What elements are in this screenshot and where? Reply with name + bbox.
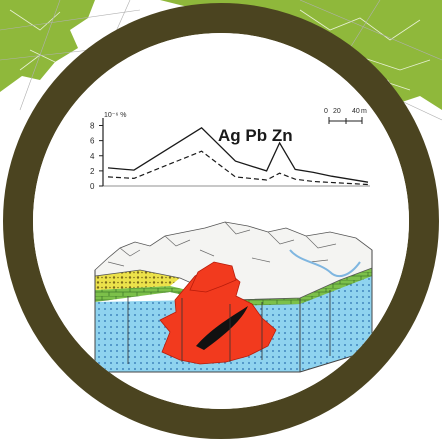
geological-block-diagram: [94, 221, 373, 373]
scale-bar: 0 20 40 m: [324, 108, 367, 124]
river: [289, 249, 361, 278]
drill-holes: [127, 290, 331, 364]
y-ticks: 0 2 4 6 8: [90, 122, 103, 191]
scale-label-40: 40: [352, 108, 360, 115]
scale-unit: m: [361, 108, 367, 115]
elements-label: Ag Pb Zn: [218, 126, 293, 145]
y-tick-label: 8: [90, 122, 95, 131]
y-tick-label: 6: [90, 137, 95, 146]
y-tick-label: 4: [90, 152, 95, 161]
block-outline: [94, 250, 373, 373]
sandstone-layer-pattern: [95, 270, 180, 290]
y-axis-unit: 10⁻⁶ %: [104, 112, 127, 119]
geochemical-profile-chart: 0 2 4 6 8 10⁻⁶ % Ag Pb Zn 0 20 40 m: [90, 108, 370, 191]
ore-body-top: [189, 261, 237, 293]
series-line-solid: [107, 126, 369, 183]
mountain-ridges: [107, 221, 337, 267]
series-line-dashed: [107, 150, 369, 186]
map-region-top-left: [0, 0, 95, 92]
scale-label-20: 20: [333, 108, 341, 115]
ore-lens: [196, 306, 248, 350]
frame-ring: [3, 3, 439, 439]
y-tick-label: 0: [90, 182, 95, 191]
scale-label-0: 0: [324, 108, 328, 115]
map-region-top-right: [160, 0, 442, 110]
diagram-content: 0 2 4 6 8 10⁻⁶ % Ag Pb Zn 0 20 40 m: [90, 108, 373, 373]
y-tick-label: 2: [90, 167, 95, 176]
